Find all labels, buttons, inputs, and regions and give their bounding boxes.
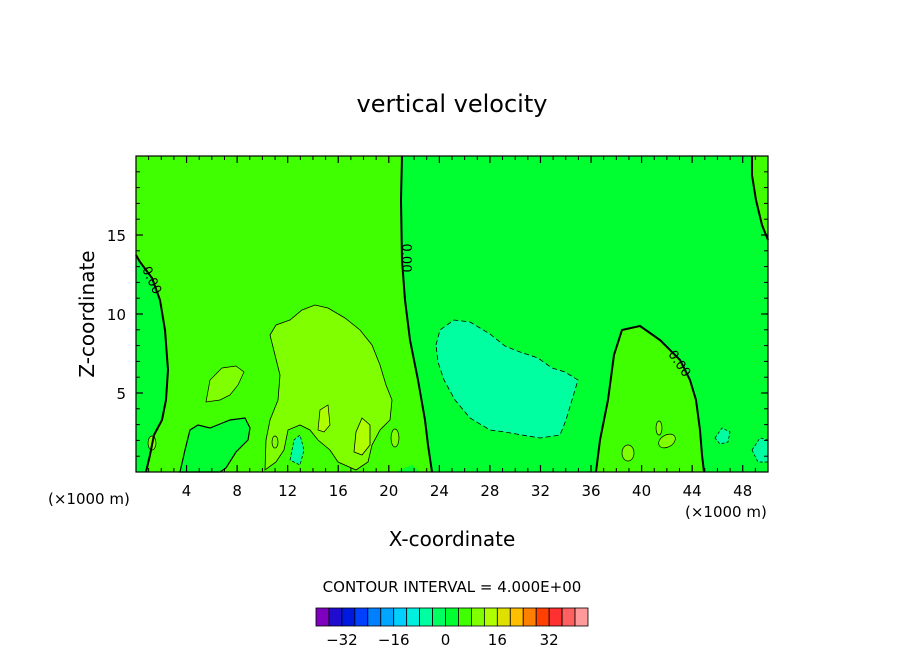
colorbar-swatch bbox=[574, 607, 589, 627]
x-tick-label: 20 bbox=[379, 482, 398, 500]
y-tick-label: 5 bbox=[116, 385, 126, 403]
colorbar-swatch bbox=[471, 607, 485, 627]
x-unit-right: (×1000 m) bbox=[685, 503, 767, 521]
x-tick-label: 36 bbox=[581, 482, 600, 500]
region-lowleft bbox=[179, 417, 251, 473]
region-small-blob-left bbox=[205, 365, 245, 403]
contour-interval-text: CONTOUR INTERVAL = 4.000E+00 bbox=[323, 578, 582, 596]
y-axis-label: Z-coordinate bbox=[75, 250, 99, 377]
colorbar-swatch bbox=[328, 607, 343, 627]
core-7 bbox=[390, 428, 400, 448]
y-tick-label: 10 bbox=[107, 306, 126, 324]
colorbar-swatch bbox=[509, 607, 524, 627]
core-8 bbox=[271, 435, 279, 449]
colorbar-tick-label: 32 bbox=[540, 631, 559, 649]
colorbar-tick-label: 0 bbox=[441, 631, 451, 649]
region-downdraft-small-3 bbox=[289, 434, 305, 466]
colorbar-swatch bbox=[380, 607, 395, 627]
colorbar-swatch bbox=[406, 607, 421, 627]
x-tick-label: 4 bbox=[182, 482, 192, 500]
colorbar-swatch bbox=[315, 607, 330, 627]
x-axis-label: X-coordinate bbox=[389, 527, 516, 551]
x-tick-label: 44 bbox=[683, 482, 702, 500]
colorbar-swatch bbox=[367, 607, 382, 627]
colorbar-swatch bbox=[561, 607, 576, 627]
core-4 bbox=[658, 433, 676, 449]
chart-title: vertical velocity bbox=[357, 90, 548, 118]
x-tick-label: 16 bbox=[329, 482, 348, 500]
x-unit-left: (×1000 m) bbox=[48, 490, 130, 508]
colorbar-swatch bbox=[432, 607, 446, 627]
region-downdraft-small bbox=[714, 427, 731, 445]
colorbar-swatch bbox=[445, 607, 459, 627]
colorbar-swatch bbox=[548, 607, 563, 627]
y-axis: 5 10 15 bbox=[107, 171, 768, 457]
contour-zero-right bbox=[595, 324, 705, 473]
colorbar-swatch bbox=[496, 607, 511, 627]
colorbar-swatch bbox=[458, 607, 472, 627]
x-tick-label: 8 bbox=[232, 482, 242, 500]
region-downdraft bbox=[435, 319, 579, 439]
plot-area: 0.00 0.00 0.00 bbox=[135, 155, 769, 473]
colorbar-tick-label: −32 bbox=[326, 631, 358, 649]
contour-label-center: 0.00 bbox=[398, 244, 413, 273]
colorbar-tick-label: −16 bbox=[378, 631, 410, 649]
region-positive-right bbox=[596, 326, 704, 472]
core-1 bbox=[353, 417, 371, 456]
core-2 bbox=[317, 404, 331, 433]
colorbar-swatch bbox=[354, 607, 369, 627]
x-tick-label: 24 bbox=[430, 482, 449, 500]
colorbar-swatch bbox=[535, 607, 550, 627]
colorbar-swatch bbox=[522, 607, 537, 627]
core-5 bbox=[655, 420, 663, 436]
contour-zero-center bbox=[399, 155, 433, 473]
x-tick-label: 40 bbox=[632, 482, 651, 500]
x-tick-label: 12 bbox=[278, 482, 297, 500]
colorbar-swatch bbox=[341, 607, 356, 627]
colorbar: −32 −16 0 16 32 bbox=[315, 607, 589, 649]
colorbar-swatch bbox=[419, 607, 433, 627]
x-tick-label: 32 bbox=[531, 482, 550, 500]
contour-zero-corner bbox=[751, 156, 769, 241]
x-tick-label: 28 bbox=[480, 482, 499, 500]
colorbar-swatch bbox=[483, 607, 498, 627]
x-tick-label: 48 bbox=[733, 482, 752, 500]
core-3 bbox=[621, 444, 635, 462]
y-tick-label: 15 bbox=[107, 227, 126, 245]
contour-zero-left bbox=[135, 254, 170, 473]
x-axis: 4 8 12 16 20 24 28 32 36 40 44 48 bbox=[148, 156, 756, 500]
colorbar-swatch bbox=[393, 607, 408, 627]
colorbar-tick-label: 16 bbox=[488, 631, 507, 649]
